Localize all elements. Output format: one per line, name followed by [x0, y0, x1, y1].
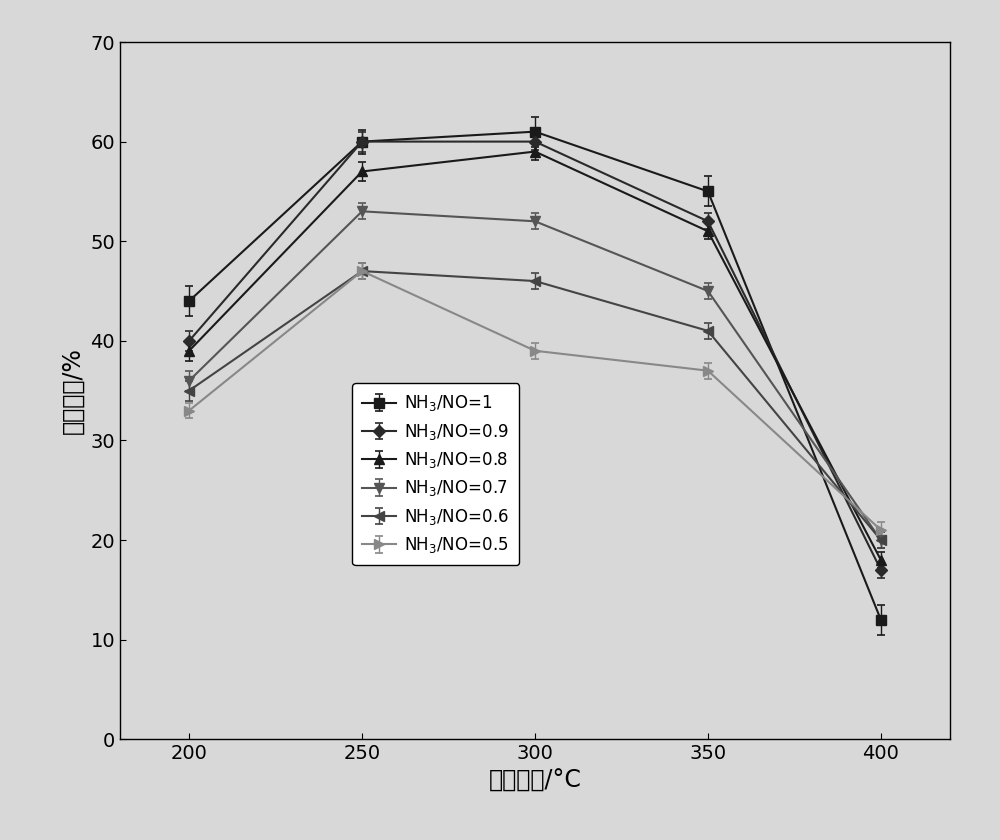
Legend: NH$_3$/NO=1, NH$_3$/NO=0.9, NH$_3$/NO=0.8, NH$_3$/NO=0.7, NH$_3$/NO=0.6, NH$_3$/: NH$_3$/NO=1, NH$_3$/NO=0.9, NH$_3$/NO=0.…	[352, 383, 519, 565]
Y-axis label: 脱硕效率/%: 脱硕效率/%	[61, 347, 85, 434]
X-axis label: 反应温度/°C: 反应温度/°C	[489, 769, 581, 793]
